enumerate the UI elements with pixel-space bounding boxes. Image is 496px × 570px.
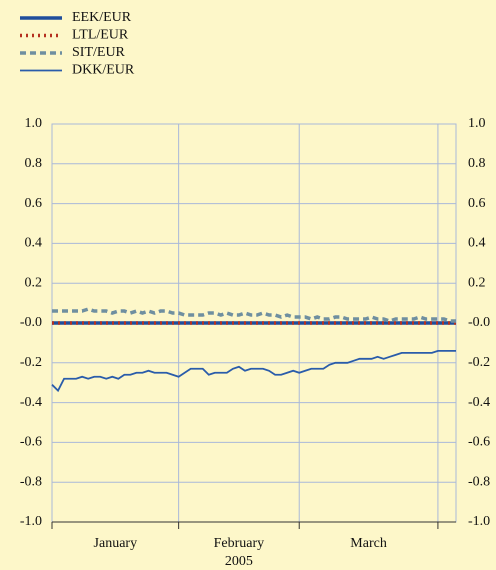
y2-tick-label: 0.2	[468, 275, 486, 290]
legend-label: LTL/EUR	[72, 28, 129, 43]
y2-tick-label: 1.0	[468, 116, 486, 131]
y-tick-label: -0.2	[20, 355, 42, 370]
y-tick-label: 0.4	[25, 236, 43, 251]
x-tick-label: January	[94, 536, 138, 551]
x-axis-label: 2005	[225, 554, 253, 569]
x-tick-label: February	[214, 536, 265, 551]
y-tick-label: 0.2	[25, 275, 43, 290]
y2-tick-label: -0.4	[468, 395, 490, 410]
legend-label: SIT/EUR	[72, 45, 126, 60]
y-tick-label: -0.0	[20, 315, 42, 330]
y-tick-label: 1.0	[25, 116, 43, 131]
y2-tick-label: -0.8	[468, 474, 490, 489]
x-tick-label: March	[350, 536, 387, 551]
y2-tick-label: -0.6	[468, 435, 490, 450]
series-line	[51, 349, 456, 393]
y-tick-label: -0.4	[20, 395, 42, 410]
y-tick-label: -1.0	[20, 514, 42, 529]
y-tick-label: 0.6	[25, 196, 43, 211]
y2-tick-label: 0.4	[468, 236, 486, 251]
legend-label: EEK/EUR	[72, 10, 132, 25]
y-tick-label: 0.8	[25, 156, 43, 171]
y2-tick-label: 0.8	[468, 156, 486, 171]
y2-tick-label: -0.2	[468, 355, 490, 370]
y2-tick-label: -1.0	[468, 514, 490, 529]
y2-tick-label: -0.0	[468, 315, 490, 330]
y-tick-label: -0.8	[20, 474, 42, 489]
legend-label: DKK/EUR	[72, 63, 135, 78]
y-tick-label: -0.6	[20, 435, 42, 450]
y2-tick-label: 0.6	[468, 196, 486, 211]
